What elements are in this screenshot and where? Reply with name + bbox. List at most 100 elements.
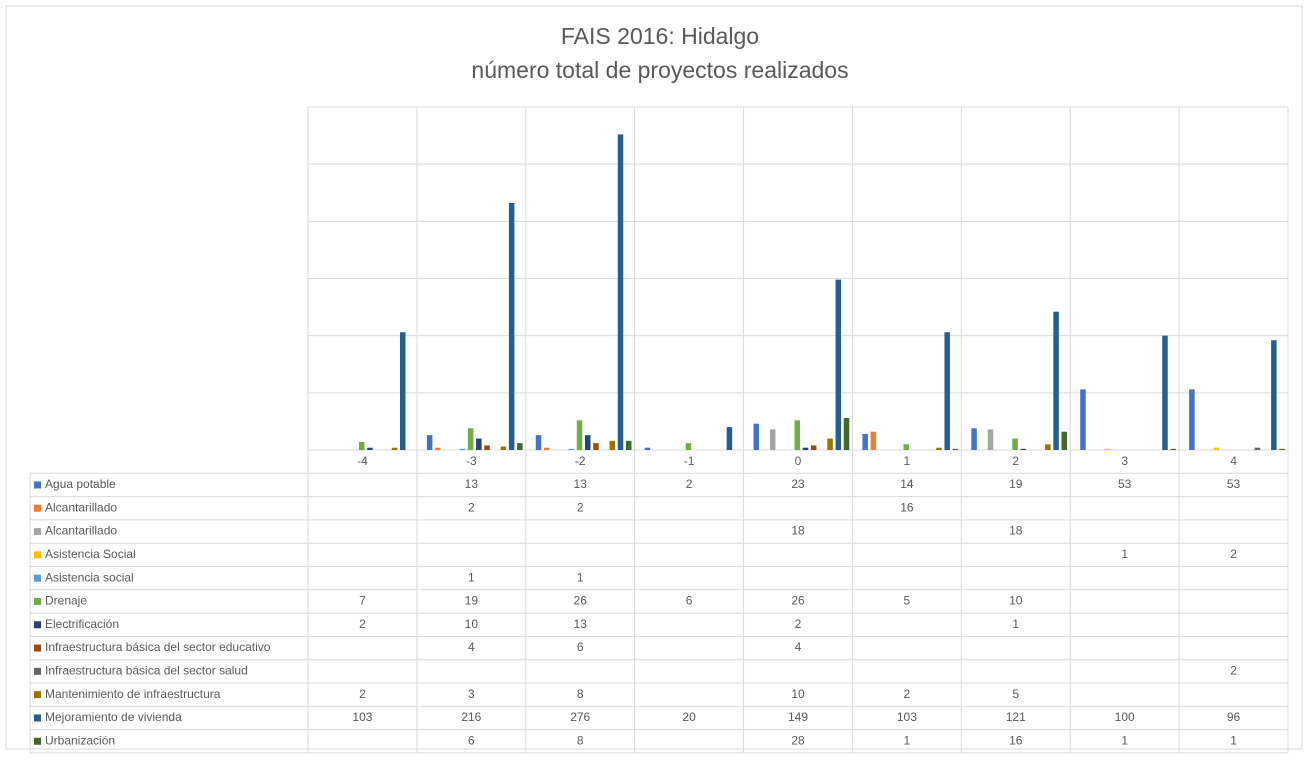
bar bbox=[367, 447, 373, 450]
bar bbox=[971, 428, 977, 450]
table-value: 2 bbox=[1230, 547, 1237, 561]
table-value: 18 bbox=[791, 524, 805, 538]
bar bbox=[952, 448, 959, 450]
table-value: 20 bbox=[682, 710, 696, 724]
legend-swatch bbox=[34, 644, 41, 652]
bar bbox=[543, 447, 550, 450]
chart-frame bbox=[5, 5, 1303, 750]
table-value: 1 bbox=[904, 733, 911, 747]
table-value: 1 bbox=[1012, 617, 1019, 631]
bar bbox=[753, 423, 760, 450]
legend-swatch bbox=[34, 504, 41, 512]
table-value: 5 bbox=[1012, 687, 1019, 701]
x-tick-label: -4 bbox=[357, 454, 368, 468]
legend-label: Alcantarillado bbox=[45, 500, 117, 514]
table-value: 14 bbox=[900, 477, 914, 491]
legend-label: Alcantarillado bbox=[45, 524, 117, 538]
bar bbox=[568, 448, 575, 450]
x-tick-label: 4 bbox=[1230, 454, 1237, 468]
bar bbox=[426, 435, 433, 450]
legend-label: Infraestructura básica del sector salud bbox=[45, 664, 248, 678]
table-value: 13 bbox=[574, 477, 588, 491]
table-value: 2 bbox=[359, 687, 366, 701]
bar bbox=[508, 203, 515, 450]
bar bbox=[359, 441, 365, 450]
table-value: 103 bbox=[352, 710, 372, 724]
table-value: 26 bbox=[574, 594, 588, 608]
bar bbox=[1189, 389, 1195, 450]
table-value: 2 bbox=[577, 500, 584, 514]
table-value: 2 bbox=[904, 687, 911, 701]
table-value: 6 bbox=[468, 733, 475, 747]
legend-label: Infraestructura básica del sector educat… bbox=[45, 640, 271, 654]
bar bbox=[1053, 311, 1059, 450]
legend-swatch bbox=[34, 551, 41, 559]
table-value: 6 bbox=[686, 594, 693, 608]
bar bbox=[1012, 438, 1018, 450]
table-value: 7 bbox=[359, 594, 366, 608]
bar bbox=[810, 445, 817, 450]
bar bbox=[835, 279, 842, 450]
table-value: 2 bbox=[468, 500, 475, 514]
bar bbox=[843, 417, 850, 450]
bar bbox=[593, 443, 599, 450]
legend-swatch bbox=[34, 528, 41, 536]
table-value: 3 bbox=[468, 687, 475, 701]
legend-swatch bbox=[34, 737, 41, 745]
table-value: 10 bbox=[1009, 594, 1023, 608]
bar bbox=[769, 429, 776, 450]
table-value: 18 bbox=[1009, 524, 1023, 538]
table-value: 16 bbox=[900, 500, 914, 514]
table-value: 1 bbox=[1121, 733, 1128, 747]
bar bbox=[576, 420, 583, 450]
legend-label: Asistencia social bbox=[45, 570, 134, 584]
table-value: 1 bbox=[468, 570, 475, 584]
bar bbox=[535, 435, 542, 450]
table-value: 4 bbox=[468, 640, 475, 654]
bar bbox=[1020, 448, 1027, 450]
bar bbox=[609, 440, 616, 450]
table-value: 10 bbox=[465, 617, 479, 631]
x-tick-label: 3 bbox=[1121, 454, 1128, 468]
legend-swatch bbox=[34, 691, 41, 699]
legend-label: Mantenimiento de infraestructura bbox=[45, 687, 221, 701]
legend-swatch bbox=[34, 574, 41, 582]
table-value: 8 bbox=[577, 687, 584, 701]
table-value: 149 bbox=[788, 710, 808, 724]
table-value: 53 bbox=[1227, 477, 1241, 491]
table-value: 13 bbox=[574, 617, 588, 631]
legend-swatch bbox=[34, 597, 41, 605]
table-value: 276 bbox=[570, 710, 590, 724]
table-value: 16 bbox=[1009, 733, 1023, 747]
table-value: 100 bbox=[1115, 710, 1135, 724]
bar bbox=[1279, 448, 1285, 450]
bar bbox=[391, 447, 398, 450]
bar bbox=[802, 447, 809, 450]
legend-label: Drenaje bbox=[45, 594, 87, 608]
legend-label: Asistencia Social bbox=[45, 547, 136, 561]
bar bbox=[936, 447, 942, 450]
table-value: 13 bbox=[465, 477, 479, 491]
legend-swatch bbox=[34, 621, 41, 629]
bar bbox=[435, 447, 441, 450]
table-value: 2 bbox=[795, 617, 802, 631]
bar bbox=[1162, 335, 1168, 450]
table-value: 5 bbox=[904, 594, 911, 608]
table-value: 2 bbox=[359, 617, 366, 631]
bar bbox=[685, 443, 692, 450]
bar bbox=[870, 431, 877, 450]
bar bbox=[1213, 447, 1220, 450]
table-value: 103 bbox=[897, 710, 917, 724]
x-tick-label: 2 bbox=[1012, 454, 1019, 468]
table-value: 1 bbox=[1121, 547, 1128, 561]
legend-label: Mejoramiento de vivienda bbox=[45, 710, 182, 724]
table-value: 19 bbox=[465, 594, 479, 608]
table-value: 96 bbox=[1227, 710, 1241, 724]
bar bbox=[827, 438, 833, 450]
bar bbox=[500, 446, 507, 450]
bar bbox=[467, 428, 474, 450]
table-value: 10 bbox=[791, 687, 805, 701]
bar bbox=[1045, 444, 1051, 450]
legend-label: Agua potable bbox=[45, 477, 116, 491]
table-value: 1 bbox=[577, 570, 584, 584]
